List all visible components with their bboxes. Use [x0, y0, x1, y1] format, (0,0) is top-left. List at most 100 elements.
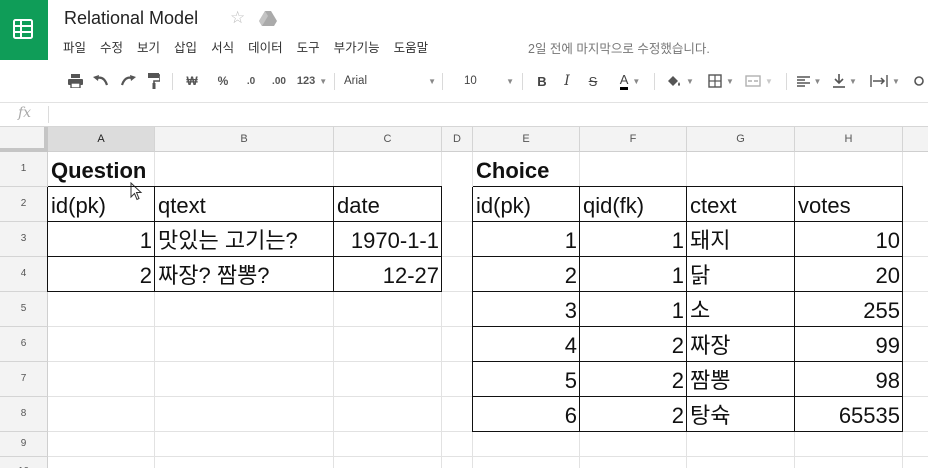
cell[interactable]: 1 — [671, 298, 684, 323]
cell[interactable]: 1 — [671, 263, 684, 288]
row-header-9[interactable]: 9 — [0, 432, 48, 457]
italic-button[interactable]: I — [564, 73, 570, 89]
decrease-decimal-button[interactable]: .0 — [242, 64, 260, 98]
cell[interactable]: qtext — [158, 193, 206, 218]
text-wrap-icon — [870, 75, 888, 87]
column-header-h[interactable]: H — [795, 127, 903, 152]
cell[interactable]: 돼지 — [690, 228, 731, 253]
cell[interactable]: 맛있는 고기는? — [158, 228, 298, 253]
cell[interactable]: 255 — [863, 298, 900, 323]
cell[interactable]: id(pk) — [476, 193, 532, 218]
cell[interactable]: 짜장 — [690, 333, 731, 358]
cell[interactable]: Question — [51, 158, 147, 183]
cell[interactable]: date — [337, 193, 380, 218]
redo-icon[interactable] — [119, 64, 137, 98]
vertical-align-button[interactable]: ▼ — [830, 64, 860, 98]
cell[interactable]: 2 — [671, 368, 684, 393]
column-header-g[interactable]: G — [687, 127, 795, 152]
cell[interactable]: 소 — [690, 298, 711, 323]
cell[interactable]: 1 — [139, 228, 152, 253]
merge-cells-button[interactable]: ▼ — [742, 64, 776, 98]
row-header-5[interactable]: 5 — [0, 292, 48, 327]
row-header-1[interactable]: 1 — [0, 152, 48, 187]
cell[interactable]: 3 — [564, 298, 577, 323]
column-header-c[interactable]: C — [334, 127, 442, 152]
text-color-icon: A — [619, 72, 629, 90]
menu-item[interactable]: 수정 — [100, 41, 124, 55]
cell[interactable]: 1 — [671, 228, 684, 253]
number-format-dropdown[interactable]: 123 ▼ — [296, 64, 328, 98]
cell[interactable]: 6 — [564, 403, 577, 428]
row-header-8[interactable]: 8 — [0, 397, 48, 432]
cell[interactable]: Choice — [476, 158, 550, 183]
menu-item[interactable]: 보기 — [137, 41, 161, 55]
cell[interactable]: 2 — [671, 403, 684, 428]
sheets-logo[interactable] — [0, 0, 48, 60]
column-header-a[interactable]: A — [48, 127, 155, 152]
cell[interactable]: 98 — [875, 368, 900, 393]
cell[interactable]: 4 — [564, 333, 577, 358]
increase-decimal-button[interactable]: .00 — [268, 64, 290, 98]
strikethrough-button[interactable]: S — [588, 73, 598, 89]
column-header-f[interactable]: F — [580, 127, 687, 152]
last-edit-status[interactable]: 2일 전에 마지막으로 수정했습니다. — [528, 42, 710, 56]
table-border — [794, 187, 795, 432]
cell[interactable]: id(pk) — [51, 193, 107, 218]
cell[interactable]: 65535 — [838, 403, 900, 428]
horizontal-align-button[interactable]: ▼ — [794, 64, 824, 98]
text-wrapping-button[interactable]: ▼ — [866, 64, 904, 98]
undo-icon[interactable] — [92, 64, 110, 98]
document-title[interactable]: Relational Model — [64, 8, 199, 28]
cell[interactable]: 20 — [875, 263, 900, 288]
cell[interactable]: 1970-1-1 — [350, 228, 439, 253]
column-header-b[interactable]: B — [155, 127, 334, 152]
cell[interactable]: ctext — [690, 193, 737, 218]
row-header-6[interactable]: 6 — [0, 327, 48, 362]
cell[interactable]: 10 — [875, 228, 900, 253]
menu-item[interactable]: 삽입 — [174, 41, 198, 55]
spreadsheet-grid[interactable]: ABCDEFGH12345678910Questionid(pk)qtextda… — [0, 127, 928, 468]
borders-button[interactable]: ▼ — [704, 64, 738, 98]
row-header-2[interactable]: 2 — [0, 187, 48, 222]
menu-item[interactable]: 부가기능 — [333, 41, 380, 55]
cell[interactable]: 1 — [564, 228, 577, 253]
cell[interactable]: 99 — [875, 333, 900, 358]
table-border — [333, 187, 334, 292]
column-header-d[interactable]: D — [442, 127, 473, 152]
drive-folder-icon[interactable] — [259, 11, 277, 31]
text-color-button[interactable]: A ▼ — [612, 64, 648, 98]
cell[interactable]: 탕슉 — [690, 403, 731, 428]
text-rotation-icon[interactable] — [912, 64, 926, 98]
percent-format-button[interactable]: % — [217, 74, 229, 88]
row-header-4[interactable]: 4 — [0, 257, 48, 292]
cell[interactable]: 짜장? 짬뽕? — [158, 263, 270, 288]
menu-item[interactable]: 파일 — [63, 41, 87, 55]
currency-format-button[interactable]: ₩ — [186, 74, 198, 88]
cell[interactable]: qid(fk) — [583, 193, 645, 218]
menu-item[interactable]: 서식 — [211, 41, 235, 55]
paint-format-icon[interactable] — [146, 64, 162, 98]
cell[interactable]: 2 — [564, 263, 577, 288]
star-icon[interactable]: ☆ — [230, 8, 246, 27]
menu-item[interactable]: 도구 — [296, 41, 320, 55]
bold-button[interactable]: B — [537, 73, 547, 89]
formula-bar[interactable]: fx — [0, 102, 928, 127]
cell[interactable]: 짬뽕 — [690, 368, 731, 393]
fill-color-button[interactable]: ▼ — [664, 64, 696, 98]
select-all-corner[interactable] — [0, 127, 48, 152]
print-icon[interactable] — [66, 64, 84, 98]
cell[interactable]: 닭 — [690, 263, 711, 288]
font-family-dropdown[interactable]: Arial ▼ — [344, 64, 436, 98]
font-size-dropdown[interactable]: 10 ▼ — [464, 64, 514, 98]
column-header-e[interactable]: E — [473, 127, 580, 152]
menu-item[interactable]: 데이터 — [248, 41, 283, 55]
row-header-7[interactable]: 7 — [0, 362, 48, 397]
row-header-10[interactable]: 10 — [0, 457, 48, 468]
row-header-3[interactable]: 3 — [0, 222, 48, 257]
cell[interactable]: 2 — [139, 263, 152, 288]
menu-item[interactable]: 도움말 — [393, 41, 429, 55]
cell[interactable]: 2 — [671, 333, 684, 358]
cell[interactable]: votes — [798, 193, 851, 218]
cell[interactable]: 12-27 — [382, 263, 439, 288]
cell[interactable]: 5 — [564, 368, 577, 393]
